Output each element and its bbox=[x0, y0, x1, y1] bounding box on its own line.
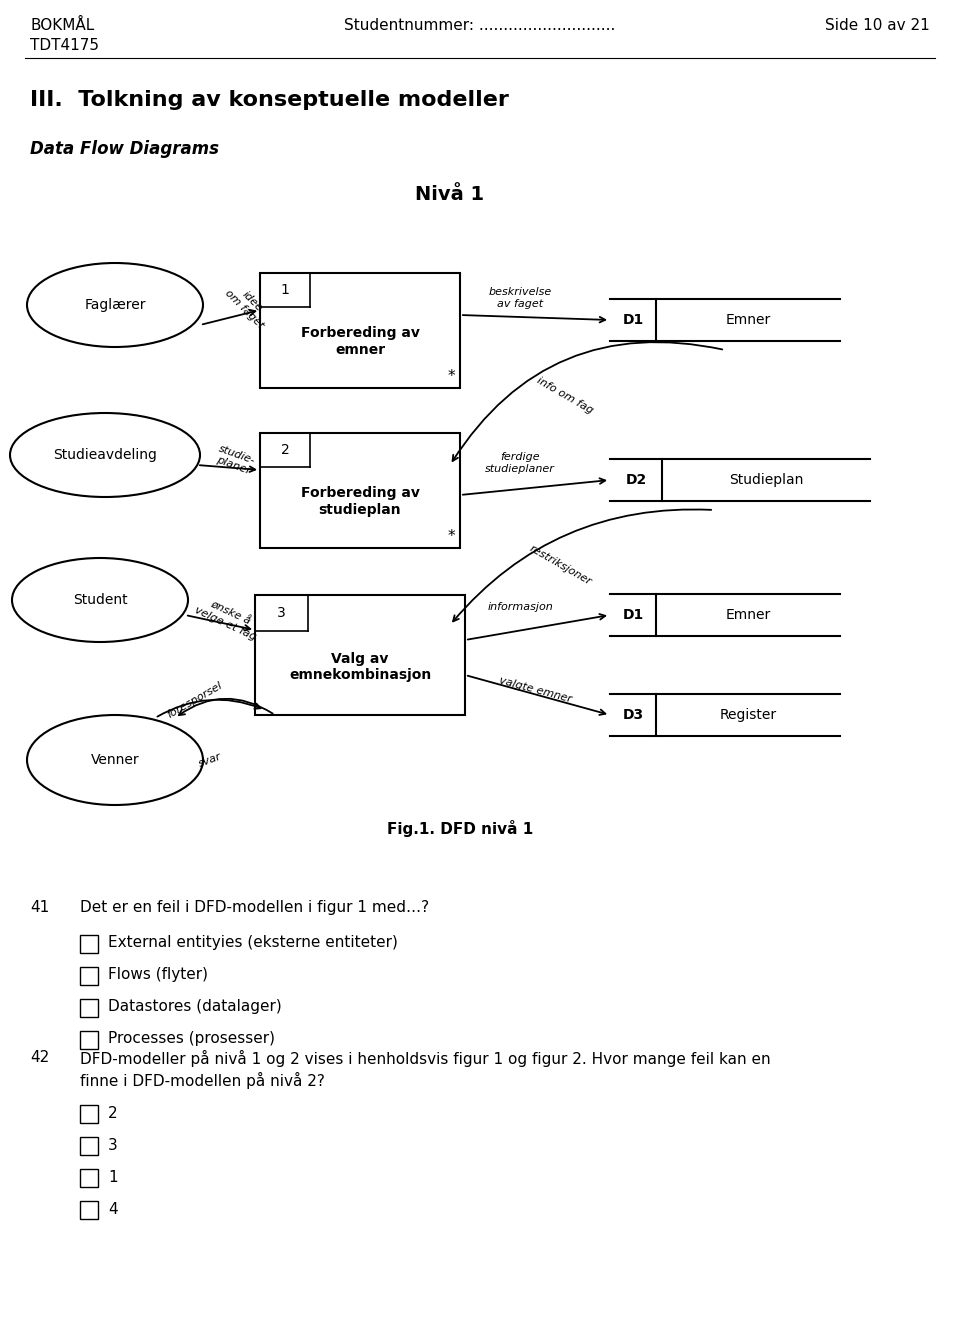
Bar bbox=[80, 934, 98, 953]
Text: Processes (prosesser): Processes (prosesser) bbox=[108, 1032, 275, 1046]
Text: Student: Student bbox=[73, 593, 128, 608]
Text: 4: 4 bbox=[108, 1202, 118, 1217]
Text: Fig.1. DFD nivå 1: Fig.1. DFD nivå 1 bbox=[387, 820, 533, 837]
Text: Valg av
emnekombinasjon: Valg av emnekombinasjon bbox=[289, 652, 431, 683]
Text: Forbereding av
studieplan: Forbereding av studieplan bbox=[300, 486, 420, 517]
Text: idee
om faget: idee om faget bbox=[223, 279, 274, 331]
Bar bbox=[260, 432, 460, 547]
Text: External entityies (eksterne entiteter): External entityies (eksterne entiteter) bbox=[108, 936, 397, 950]
Text: Nivå 1: Nivå 1 bbox=[416, 185, 485, 204]
Text: 3: 3 bbox=[108, 1137, 118, 1152]
Bar bbox=[80, 1031, 98, 1049]
Text: 3: 3 bbox=[276, 606, 286, 619]
Text: 1: 1 bbox=[280, 283, 289, 297]
Text: D1: D1 bbox=[622, 608, 643, 622]
Text: foresporsel: foresporsel bbox=[165, 680, 225, 720]
Text: Forbereding av
emner: Forbereding av emner bbox=[300, 327, 420, 357]
Bar bbox=[80, 967, 98, 985]
Text: ønske å
velge et fag: ønske å velge et fag bbox=[193, 594, 263, 642]
Text: svar: svar bbox=[197, 751, 223, 768]
Text: Venner: Venner bbox=[90, 753, 139, 767]
Text: 42: 42 bbox=[30, 1050, 49, 1065]
Text: valgte emner: valgte emner bbox=[497, 676, 572, 705]
Text: Datastores (datalager): Datastores (datalager) bbox=[108, 999, 281, 1015]
Text: informasjon: informasjon bbox=[487, 602, 553, 612]
Text: Det er en feil i DFD-modellen i figur 1 med…?: Det er en feil i DFD-modellen i figur 1 … bbox=[80, 900, 429, 915]
Text: 41: 41 bbox=[30, 900, 49, 915]
Bar bbox=[80, 1104, 98, 1123]
Text: Side 10 av 21: Side 10 av 21 bbox=[826, 18, 930, 33]
Text: Emner: Emner bbox=[726, 608, 771, 622]
Text: info om fag: info om fag bbox=[535, 374, 595, 415]
Text: TDT4175: TDT4175 bbox=[30, 38, 99, 53]
Text: ferdige
studieplaner: ferdige studieplaner bbox=[485, 452, 555, 473]
Text: 2: 2 bbox=[108, 1106, 118, 1120]
Text: DFD-modeller på nivå 1 og 2 vises i henholdsvis figur 1 og figur 2. Hvor mange f: DFD-modeller på nivå 1 og 2 vises i henh… bbox=[80, 1050, 771, 1068]
Text: Studieavdeling: Studieavdeling bbox=[53, 448, 156, 463]
Text: D1: D1 bbox=[622, 312, 643, 327]
Text: Register: Register bbox=[719, 708, 777, 722]
Bar bbox=[255, 594, 465, 714]
Bar bbox=[80, 1201, 98, 1219]
Text: Data Flow Diagrams: Data Flow Diagrams bbox=[30, 140, 219, 158]
Text: BOKMÅL: BOKMÅL bbox=[30, 18, 94, 33]
Text: studie-
planer: studie- planer bbox=[213, 443, 256, 477]
Text: Studieplan: Studieplan bbox=[729, 473, 804, 486]
Text: D3: D3 bbox=[622, 708, 643, 722]
Text: *: * bbox=[447, 529, 455, 543]
Text: finne i DFD-modellen på nivå 2?: finne i DFD-modellen på nivå 2? bbox=[80, 1072, 324, 1089]
Text: Faglærer: Faglærer bbox=[84, 298, 146, 312]
Text: 2: 2 bbox=[280, 443, 289, 457]
Text: Flows (flyter): Flows (flyter) bbox=[108, 967, 208, 982]
Text: *: * bbox=[447, 369, 455, 384]
Text: Studentnummer: ............................: Studentnummer: .........................… bbox=[345, 18, 615, 33]
Text: D2: D2 bbox=[625, 473, 647, 486]
Text: Emner: Emner bbox=[726, 312, 771, 327]
Text: 1: 1 bbox=[108, 1169, 118, 1185]
Text: III.  Tolkning av konseptuelle modeller: III. Tolkning av konseptuelle modeller bbox=[30, 90, 509, 109]
Text: restriksjoner: restriksjoner bbox=[527, 543, 593, 587]
Text: beskrivelse
av faget: beskrivelse av faget bbox=[489, 287, 552, 308]
Bar bbox=[80, 1137, 98, 1155]
Bar bbox=[80, 999, 98, 1017]
Bar bbox=[80, 1169, 98, 1188]
Bar bbox=[260, 273, 460, 387]
